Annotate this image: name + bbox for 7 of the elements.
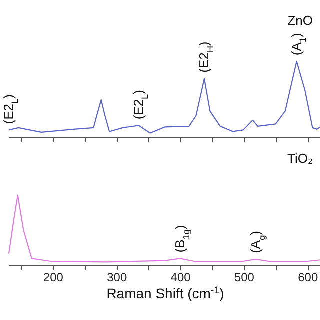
x-tick-label: 600 <box>298 270 318 284</box>
x-tick-label: 400 <box>170 270 192 284</box>
x-tick-label: 500 <box>234 270 255 284</box>
x-tick-label: 200 <box>43 270 64 284</box>
text: TiO₂ <box>287 151 313 166</box>
x-tick-label: 300 <box>107 270 128 284</box>
text: ZnO <box>288 13 313 28</box>
